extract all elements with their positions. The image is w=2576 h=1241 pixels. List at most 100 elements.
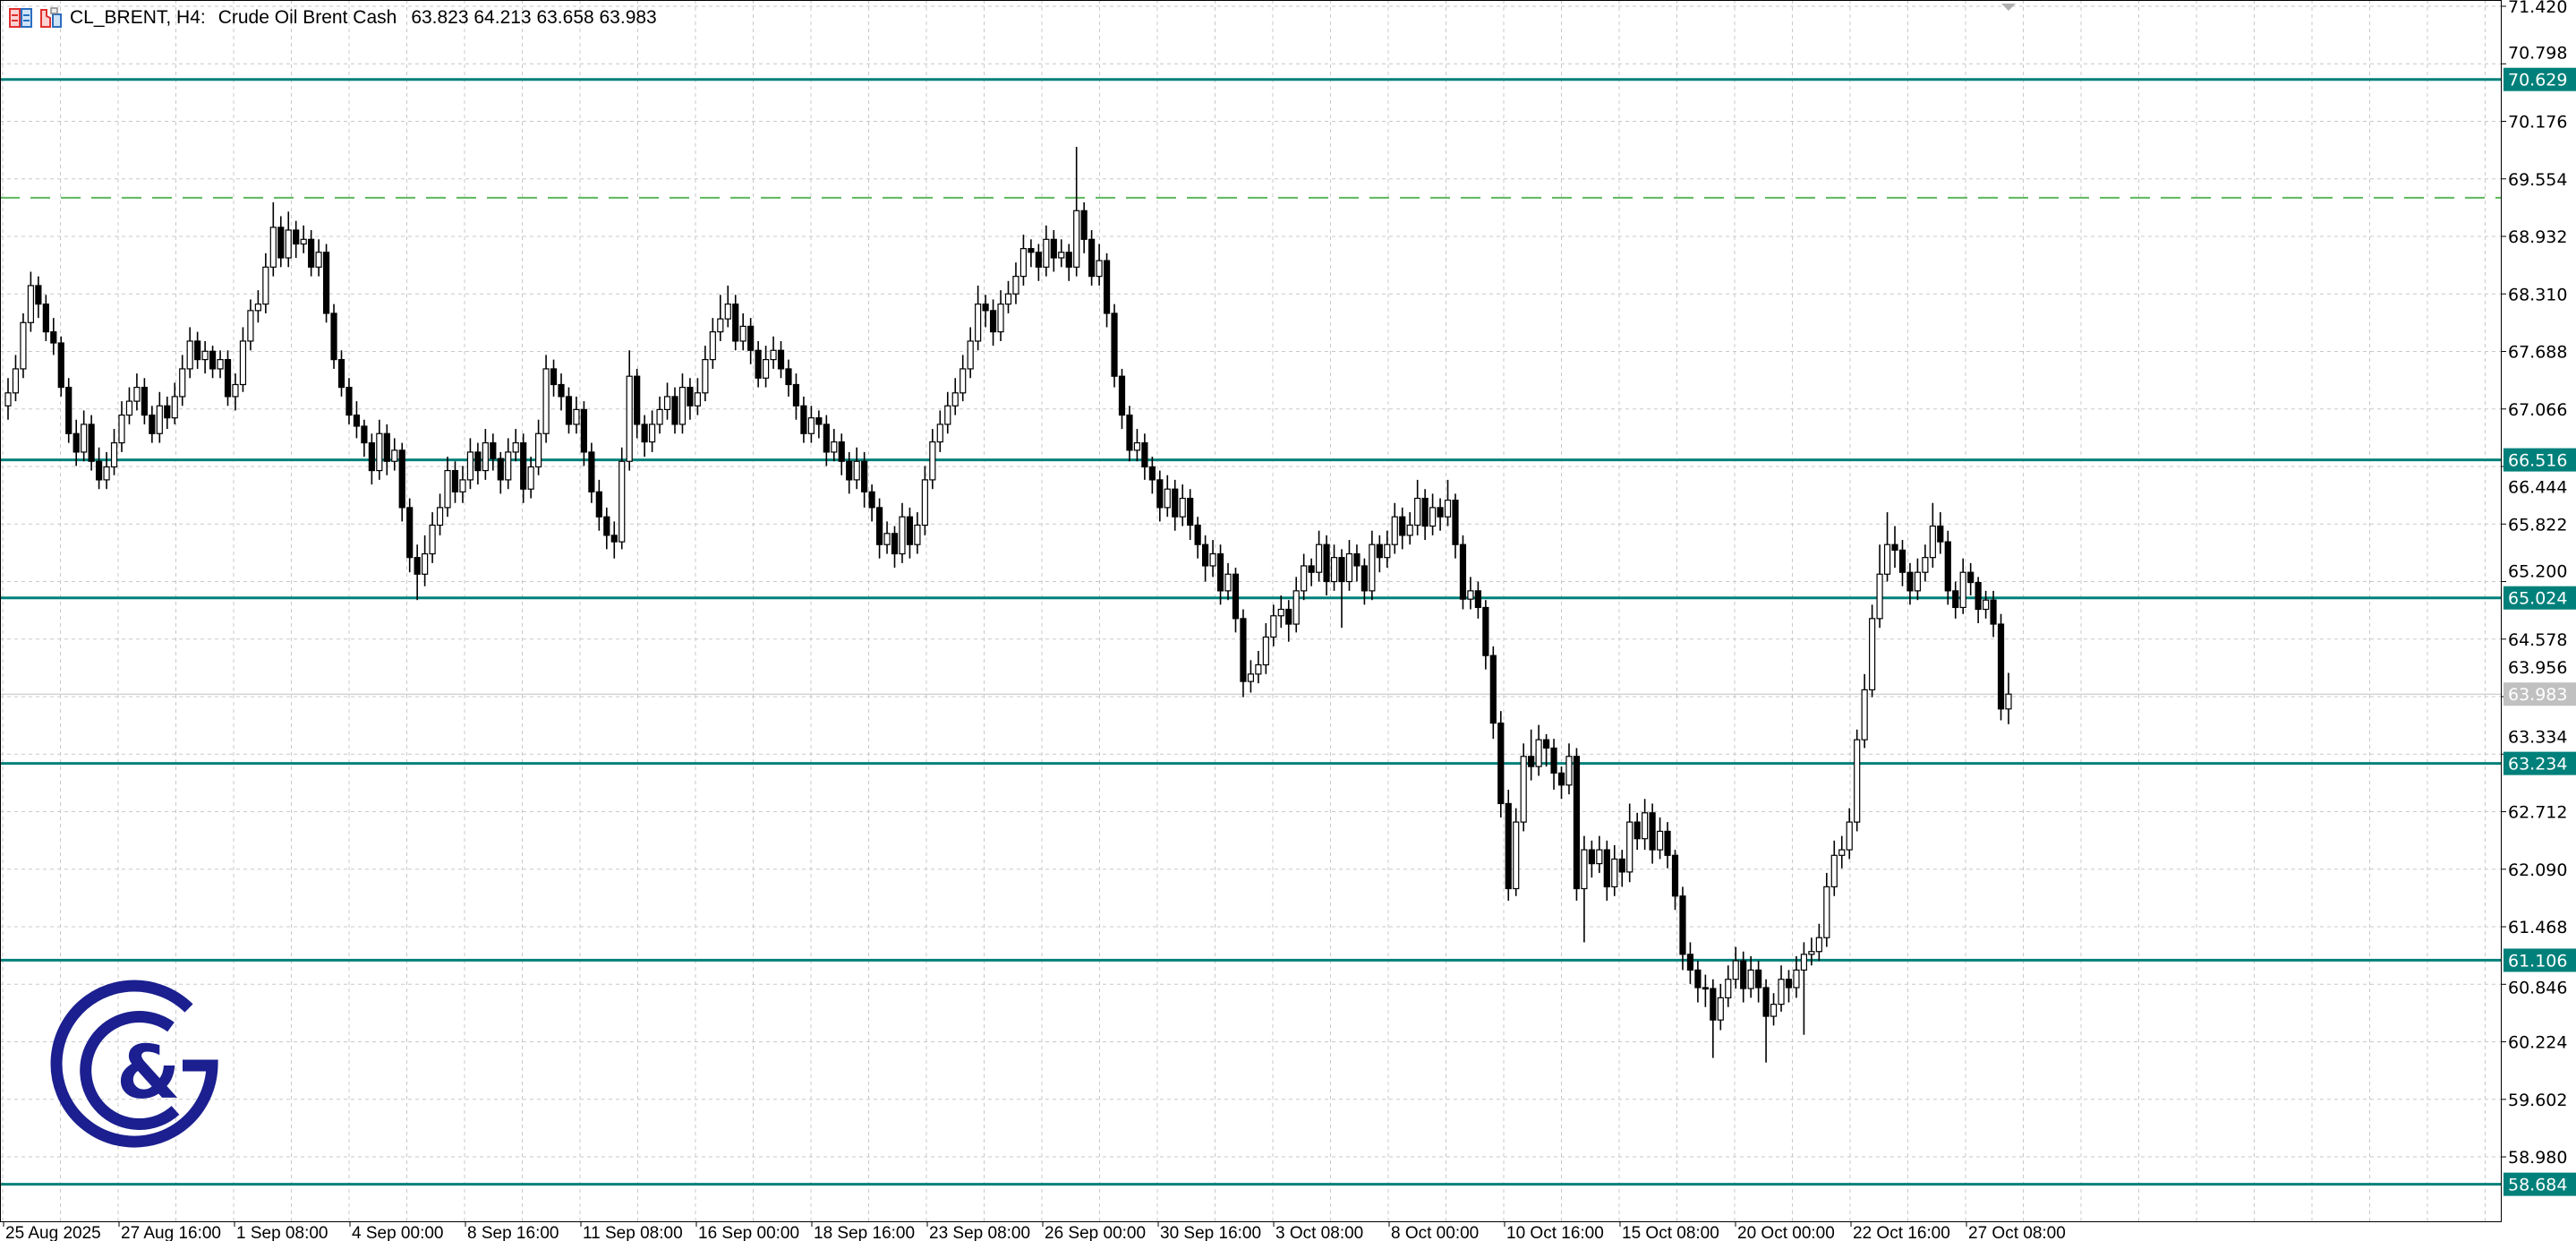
candle [641, 415, 648, 458]
candle [1489, 646, 1497, 740]
candle-body [466, 451, 474, 481]
candle [194, 331, 201, 369]
candle-body [1603, 849, 1610, 888]
one-click-trading-icon[interactable] [39, 7, 63, 29]
candle-body [1846, 821, 1853, 851]
candle-body [330, 312, 337, 361]
candle-body [73, 432, 80, 453]
candle [610, 521, 618, 559]
candle [1345, 540, 1353, 591]
candle-body [1990, 599, 1997, 625]
y-tick-label: 60.224 [2508, 1033, 2567, 1053]
candle-body [164, 405, 171, 419]
candle-body [1369, 543, 1376, 592]
candle [209, 346, 217, 379]
candle [1028, 239, 1035, 268]
candle-body [368, 441, 375, 472]
candle-body [1557, 772, 1565, 786]
level-label: 66.516 [2508, 451, 2567, 471]
candle [20, 312, 27, 379]
candle [254, 290, 261, 323]
candle-body [1740, 960, 1747, 989]
x-tick-label: 11 Sep 08:00 [583, 1224, 683, 1241]
candle [921, 466, 928, 535]
candle-body [875, 507, 883, 545]
candle-body [1898, 549, 1906, 573]
candle-body [1224, 573, 1232, 592]
candle [322, 244, 330, 323]
candle-body [1216, 552, 1224, 592]
candle-body [1869, 618, 1876, 690]
market-watch-icon[interactable] [9, 7, 32, 29]
candle [110, 429, 118, 475]
candle [1164, 475, 1171, 518]
candle [406, 498, 414, 573]
candle [1869, 604, 1876, 698]
candle-body [967, 340, 974, 370]
candle [512, 429, 519, 462]
candle [1330, 544, 1338, 591]
candle-body [846, 460, 853, 481]
candle [27, 271, 34, 332]
candle-body [1338, 557, 1345, 583]
candle-body [1762, 987, 1770, 1017]
candle-body [929, 441, 936, 481]
y-tick-label: 62.090 [2508, 860, 2567, 880]
candle-body [535, 432, 542, 468]
chart-grid [0, 0, 2501, 1221]
candle [414, 544, 421, 601]
y-tick-label: 68.310 [2508, 285, 2567, 304]
candle [1830, 840, 1838, 896]
candle-body [361, 425, 368, 444]
candle-body [156, 405, 163, 434]
candle-body [110, 441, 118, 468]
candle [1815, 923, 1822, 962]
candle [747, 318, 755, 364]
candle [550, 359, 558, 397]
candle [73, 419, 80, 466]
candle-body [1959, 571, 1966, 609]
candle [269, 201, 277, 277]
candle [1187, 489, 1194, 541]
candle-body [1361, 565, 1368, 592]
candle-body [906, 516, 914, 545]
candle [1770, 993, 1778, 1026]
candle [95, 447, 103, 490]
y-tick-label: 63.956 [2508, 658, 2567, 678]
candle-body [1330, 557, 1338, 583]
candle [1505, 789, 1512, 901]
candle [899, 502, 906, 563]
candle-body [1316, 543, 1323, 573]
candle [1573, 748, 1581, 901]
candle [4, 378, 12, 420]
candle [1929, 502, 1936, 569]
level-tag [2503, 751, 2576, 775]
candle [1103, 252, 1111, 328]
candle-body [1975, 581, 1982, 611]
candle [603, 507, 610, 550]
candle-body [1194, 524, 1201, 545]
candle-body [1983, 599, 1990, 611]
candle [451, 461, 459, 503]
candle [1459, 535, 1467, 610]
candle [293, 220, 300, 258]
candle-body [1793, 969, 1800, 989]
candle [262, 252, 269, 313]
candle-body [1277, 608, 1284, 617]
candle [762, 346, 770, 388]
candle-body [694, 392, 701, 407]
candle [1384, 530, 1391, 569]
candle [1686, 942, 1694, 984]
candle-body [1823, 886, 1830, 938]
candle [1914, 558, 1922, 601]
candle-body [1414, 497, 1421, 526]
candle-body [1179, 497, 1186, 518]
candle [1990, 590, 1997, 638]
candle [57, 336, 64, 397]
candle-body [1421, 497, 1429, 527]
candle-body [194, 340, 201, 361]
shift-marker-icon[interactable] [2001, 4, 2016, 11]
candle-body [944, 405, 951, 425]
candle [1437, 498, 1444, 531]
